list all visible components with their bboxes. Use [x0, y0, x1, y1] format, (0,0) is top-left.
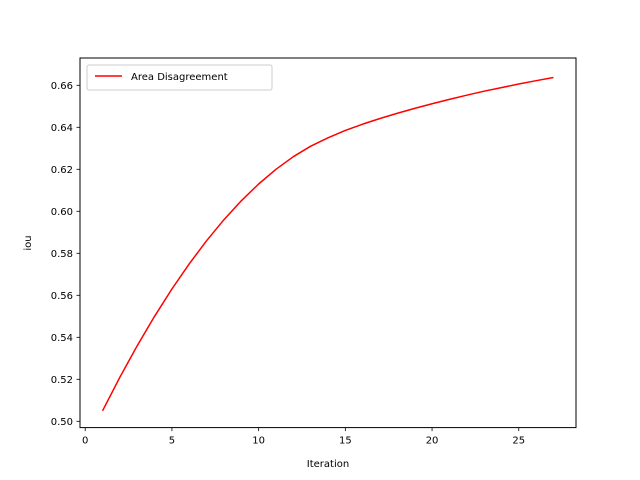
x-axis-label: Iteration	[307, 459, 349, 470]
y-tick-label: 0.50	[51, 417, 73, 428]
y-axis-label: iou	[23, 235, 34, 250]
y-tick-label: 0.66	[51, 81, 73, 92]
legend-label: Area Disagreement	[131, 72, 228, 83]
x-tick-label: 5	[169, 436, 175, 447]
plot-frame	[79, 57, 577, 429]
y-tick-label: 0.56	[51, 291, 73, 302]
x-tick-label: 0	[82, 436, 88, 447]
y-tick-label: 0.58	[51, 249, 73, 260]
x-tick-label: 20	[426, 436, 439, 447]
x-tick-label: 15	[339, 436, 352, 447]
y-tick-label: 0.64	[51, 123, 73, 134]
y-tick-label: 0.60	[51, 207, 73, 218]
axis-ticks: 0 5 10 15 20 25 0.50 0.52 0.54 0.56 0.58 0.60 0.62 0.…	[51, 81, 525, 447]
y-tick-label: 0.54	[51, 333, 73, 344]
x-tick-label: 25	[512, 436, 525, 447]
legend-box	[86, 64, 273, 91]
y-tick-label: 0.52	[51, 375, 73, 386]
series-line-area-disagreement	[101, 76, 554, 412]
series-group	[101, 76, 554, 412]
y-tick-label: 0.62	[51, 165, 73, 176]
legend: Area Disagreement	[86, 64, 273, 91]
x-tick-label: 10	[252, 436, 265, 447]
